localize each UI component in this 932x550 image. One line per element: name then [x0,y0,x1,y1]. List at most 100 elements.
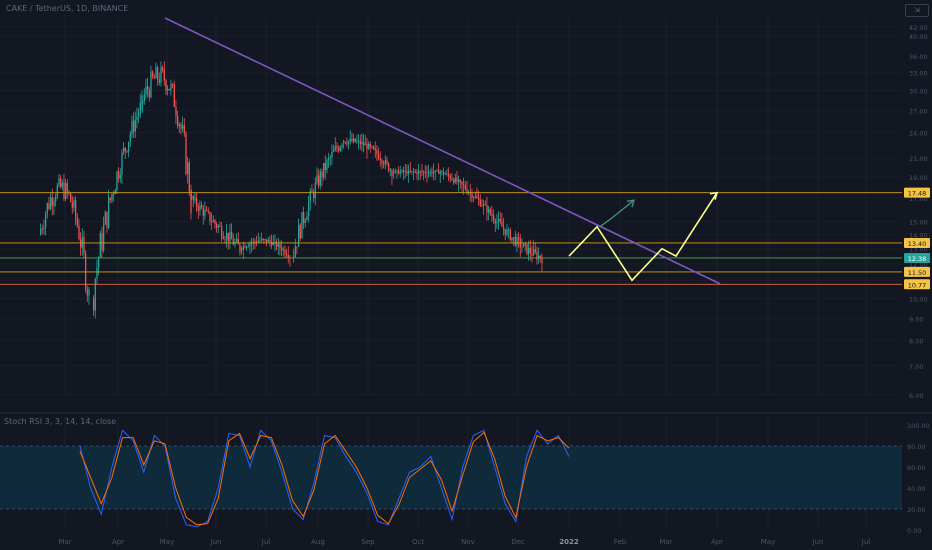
x-tick-label: Dec [511,538,525,546]
candle-body [211,221,213,223]
x-tick-label: Oct [412,538,424,546]
candle-body [478,197,480,200]
candle-body [247,245,249,247]
x-tick-label: Apr [711,538,723,546]
candle-body [536,251,538,260]
candle-body [88,289,90,296]
x-tick-label: Mar [58,538,71,546]
candle-body [473,197,475,199]
x-tick-label: May [761,538,775,546]
candle-body [496,221,498,224]
candle-body [61,182,63,188]
candle-body [414,171,416,173]
candle-body [403,170,405,173]
candle-body [124,147,126,151]
candle-body [237,238,239,245]
candle-body [48,203,50,209]
candle-body [148,90,150,98]
candle-body [50,197,52,209]
candle-body [384,160,386,165]
symbol-title: CAKE / TetherUS, 1D, BINANCE [6,4,129,13]
candle-body [479,199,481,206]
candle-body [60,178,62,188]
candle-body [371,146,373,148]
candle-body [267,240,269,242]
y-tick-label: 10.00 [909,295,928,303]
stoch-y-tick-label: 60.00 [907,464,926,472]
candle-body [448,173,450,176]
candle-body [408,170,410,174]
candle-body [463,184,465,186]
projection-arrow-icon [709,191,719,200]
candle-body [165,80,167,91]
scale-badge[interactable]: ⇲ [905,4,929,17]
candle-body [101,233,103,251]
candle-body [328,158,330,161]
candle-body [252,240,254,243]
candle-body [93,298,95,311]
candle-body [418,171,420,174]
candle-body [381,160,383,164]
candle-body [281,247,283,251]
candle-body [348,140,350,144]
candle-body [299,224,301,239]
candle-body [249,243,251,246]
candle-body [339,146,341,151]
candle-body [65,183,67,199]
candle-body [129,134,131,142]
candle-body [138,112,140,117]
candle-body [201,205,203,209]
candle-body [491,213,493,216]
candle-body [451,178,453,180]
candle-body [366,143,368,150]
x-tick-label: Feb [614,538,627,546]
x-tick-label: Aug [311,538,325,546]
candle-body [134,119,136,132]
candle-body [453,179,455,183]
candle-body [94,278,96,311]
candle-body [219,225,221,227]
x-tick-label: Jul [861,538,871,546]
candle-body [206,210,208,211]
candle-body [364,143,366,146]
candle-body [264,239,266,241]
candle-body [304,220,306,224]
candle-body [331,152,333,158]
candle-body [99,233,101,258]
candle-body [413,171,415,173]
x-tick-label: Sep [361,538,375,546]
x-tick-label: Jun [210,538,222,546]
y-tick-label: 8.00 [909,338,923,346]
candle-body [504,229,506,235]
candle-body [58,178,60,186]
candle-body [244,246,246,248]
y-tick-label: 36.00 [909,53,928,61]
candle-body [459,180,461,182]
indicator-title: Stoch RSI 3, 3, 14, 14, close [4,417,117,426]
candle-body [349,138,351,141]
candle-body [157,67,159,80]
level-badge [904,187,930,198]
candle-body [329,157,331,159]
candle-body [143,94,145,102]
candle-body [344,141,346,144]
candle-body [266,239,268,242]
stoch-y-tick-label: 0.00 [907,527,921,535]
candle-body [121,152,123,176]
stoch-y-tick-label: 20.00 [907,506,926,514]
candle-body [528,247,530,254]
candle-body [163,69,165,81]
candle-body [185,133,187,175]
y-tick-label: 13.00 [909,246,928,254]
stoch-y-tick-label: 40.00 [907,485,926,493]
candle-body [53,201,55,206]
candle-body [343,140,345,142]
candle-body [227,232,229,242]
candle-body [474,196,476,198]
candle-body [444,174,446,175]
candle-body [142,101,144,104]
candle-body [128,141,130,152]
candle-body [96,267,98,279]
candle-body [153,76,155,79]
